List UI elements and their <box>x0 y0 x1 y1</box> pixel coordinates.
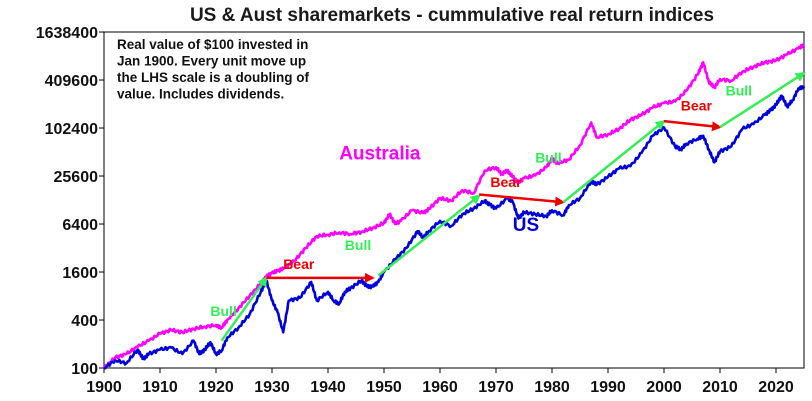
bull-label: Bull <box>726 83 752 99</box>
y-tick-label: 409600 <box>45 73 98 90</box>
bull-arrow <box>719 72 806 129</box>
bull-label: Bull <box>210 303 236 319</box>
series-label-us: US <box>513 215 539 236</box>
x-tick-label: 1930 <box>254 379 290 396</box>
y-tick-label: 102400 <box>45 121 98 138</box>
y-tick-label: 100 <box>71 361 98 378</box>
series-line-us <box>103 85 806 370</box>
bull-arrow <box>562 119 666 204</box>
y-tick-label: 6400 <box>62 217 98 234</box>
annotation-line: the LHS scale is a doubling of <box>117 70 310 85</box>
x-tick-label: 1940 <box>310 379 346 396</box>
series-line-australia <box>102 43 806 369</box>
x-tick-label: 1960 <box>422 379 458 396</box>
y-tick-label: 400 <box>71 313 98 330</box>
bull-arrow <box>377 194 481 277</box>
annotation-line: Jan 1900. Every unit move up <box>117 54 306 69</box>
bull-arrow <box>220 276 268 342</box>
x-tick-label: 1950 <box>366 379 402 396</box>
bull-label: Bull <box>345 237 371 253</box>
x-axis: 1900 1910 1920 1930 1940 1950 1960 1970 1980 1990… <box>86 368 794 396</box>
label-layer: Australia US <box>339 144 539 236</box>
bear-arrow <box>663 119 722 132</box>
series-label-australia: Australia <box>339 144 421 165</box>
y-tick-label: 1638400 <box>36 25 98 42</box>
x-tick-label: 1910 <box>142 379 178 396</box>
plot-frame <box>103 31 805 369</box>
y-tick-label: 1600 <box>62 265 98 282</box>
bear-label: Bear <box>490 174 522 190</box>
annotation-line: Real value of $100 invested in <box>117 37 308 52</box>
annotation-line: value. Includes dividends. <box>117 87 284 102</box>
x-tick-label: 2000 <box>646 379 682 396</box>
chart-title: US & Aust sharemarkets - cummulative rea… <box>190 5 714 26</box>
bull-label: Bull <box>535 149 561 165</box>
bear-label: Bear <box>681 97 713 113</box>
y-tick-label: 25600 <box>54 169 99 186</box>
x-tick-label: 2010 <box>702 379 738 396</box>
x-tick-label: 1920 <box>198 379 234 396</box>
x-tick-label: 1970 <box>478 379 514 396</box>
x-tick-label: 1990 <box>590 379 626 396</box>
y-axis: 1638400 409600 102400 25600 6400 1600 400 100 <box>36 25 104 378</box>
x-tick-label: 2020 <box>758 379 794 396</box>
x-tick-label: 1980 <box>534 379 570 396</box>
bear-label: Bear <box>283 256 315 272</box>
phase-layer: Bull Bear Bull Bear Bull Bear Bull <box>210 72 806 342</box>
chart-annotation: Real value of $100 invested in Jan 1900. … <box>117 37 310 102</box>
x-tick-label: 1900 <box>86 379 122 396</box>
series-layer <box>102 43 806 370</box>
bear-arrow <box>479 193 566 207</box>
